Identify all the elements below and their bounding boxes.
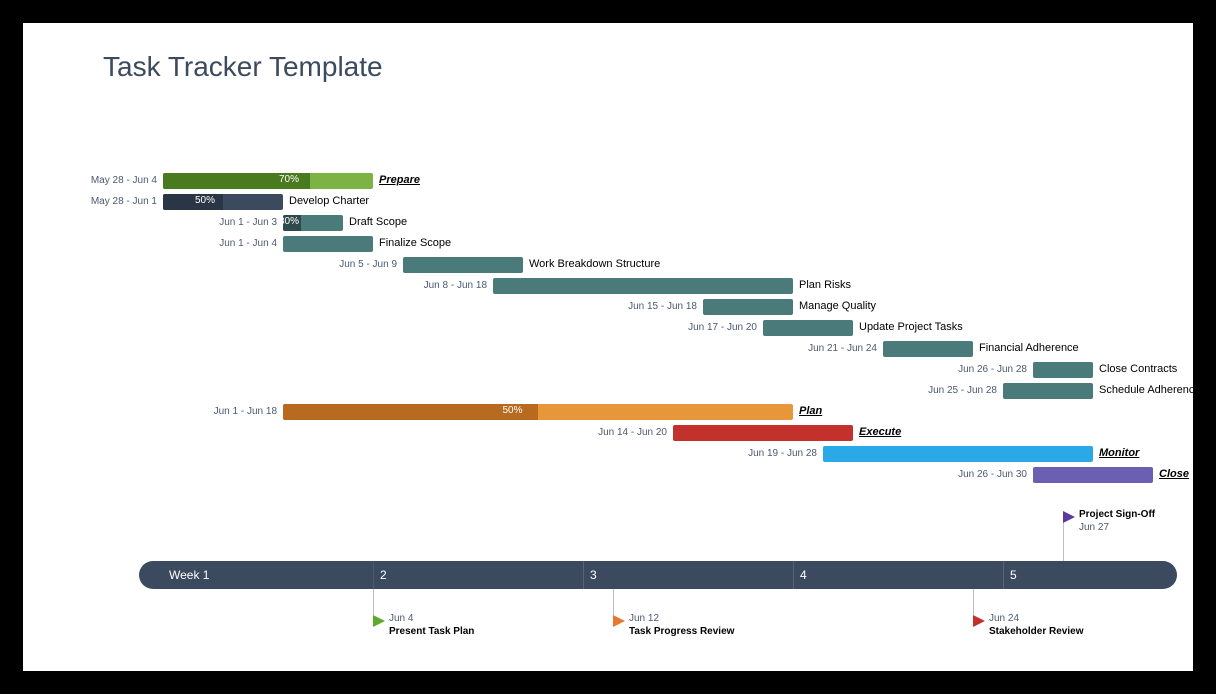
task-label: Work Breakdown Structure xyxy=(529,258,660,270)
task-row: Jun 1 - Jun 18 50% Plan xyxy=(83,404,1138,420)
date-range-label: Jun 17 - Jun 20 xyxy=(688,322,757,333)
task-label: Finalize Scope xyxy=(379,237,451,249)
milestone-name: Project Sign-Off xyxy=(1079,508,1155,521)
task-row: Jun 26 - Jun 28Close Contracts xyxy=(83,362,1138,378)
gantt-chart: May 28 - Jun 4 70% Prepare May 28 - Jun 1 50… xyxy=(83,173,1138,643)
phase-label: Plan xyxy=(799,405,822,417)
phase-label: Execute xyxy=(859,426,901,438)
milestone-line xyxy=(973,561,974,615)
week-tick: 3 xyxy=(583,561,597,589)
date-range-label: Jun 8 - Jun 18 xyxy=(424,280,487,291)
task-row: Jun 26 - Jun 30Close xyxy=(83,467,1138,483)
task-bar[interactable] xyxy=(763,320,853,336)
task-label: Manage Quality xyxy=(799,300,876,312)
task-row: Jun 15 - Jun 18 Manage Quality xyxy=(83,299,1138,315)
gantt-slide: Task Tracker Template May 28 - Jun 4 70% P… xyxy=(23,23,1193,671)
week-tick: Week 1 xyxy=(163,561,209,589)
timeline-axis: Week 1 2 3 4 5 xyxy=(139,561,1177,589)
progress-percent: 30% xyxy=(279,216,299,227)
task-bar[interactable] xyxy=(1003,383,1093,399)
date-range-label: Jun 25 - Jun 28 xyxy=(928,385,997,396)
page-title: Task Tracker Template xyxy=(103,51,1153,83)
phase-label: Monitor xyxy=(1099,447,1139,459)
task-label: Develop Charter xyxy=(289,195,369,207)
milestone-date: Jun 4 xyxy=(389,612,474,625)
progress-percent: 70% xyxy=(279,174,299,185)
milestone-name: Present Task Plan xyxy=(389,625,474,638)
task-row: Jun 19 - Jun 28 Monitor xyxy=(83,446,1138,462)
progress-fill xyxy=(283,404,538,420)
task-row: Jun 5 - Jun 9 Work Breakdown Structure xyxy=(83,257,1138,273)
phase-bar[interactable]: 50% xyxy=(283,404,793,420)
milestone-date: Jun 27 xyxy=(1079,521,1155,534)
milestone-name: Task Progress Review xyxy=(629,625,734,638)
task-row: May 28 - Jun 4 70% Prepare xyxy=(83,173,1138,189)
task-label: Close Contracts xyxy=(1099,363,1177,375)
task-bar[interactable] xyxy=(493,278,793,294)
progress-percent: 50% xyxy=(195,195,215,206)
task-bar[interactable]: 30% xyxy=(283,215,343,231)
milestone-label: Project Sign-OffJun 27 xyxy=(1079,508,1155,534)
task-row: Jun 1 - Jun 4 Finalize Scope xyxy=(83,236,1138,252)
date-range-label: Jun 15 - Jun 18 xyxy=(628,301,697,312)
milestone-label: Jun 12Task Progress Review xyxy=(629,612,734,638)
phase-bar[interactable] xyxy=(673,425,853,441)
task-label: Financial Adherence xyxy=(979,342,1079,354)
date-range-label: Jun 14 - Jun 20 xyxy=(598,427,667,438)
milestone-line xyxy=(1063,523,1064,561)
progress-percent: 50% xyxy=(503,405,523,416)
milestone-label: Jun 4Present Task Plan xyxy=(389,612,474,638)
task-row: May 28 - Jun 1 50% Develop Charter xyxy=(83,194,1138,210)
task-row: Jun 14 - Jun 20 Execute xyxy=(83,425,1138,441)
task-row: Jun 21 - Jun 24 Financial Adherence xyxy=(83,341,1138,357)
week-tick: 2 xyxy=(373,561,387,589)
week-tick: 5 xyxy=(1003,561,1017,589)
phase-bar[interactable]: 70% xyxy=(163,173,373,189)
milestone-date: Jun 12 xyxy=(629,612,734,625)
date-range-label: May 28 - Jun 4 xyxy=(91,175,157,186)
date-range-label: May 28 - Jun 1 xyxy=(91,196,157,207)
task-row: Jun 8 - Jun 18 Plan Risks xyxy=(83,278,1138,294)
task-bar[interactable] xyxy=(1033,362,1093,378)
task-bar[interactable] xyxy=(883,341,973,357)
phase-label: Prepare xyxy=(379,174,420,186)
task-label: Plan Risks xyxy=(799,279,851,291)
date-range-label: Jun 26 - Jun 30 xyxy=(958,469,1027,480)
date-range-label: Jun 1 - Jun 3 xyxy=(219,217,277,228)
milestone-label: Jun 24Stakeholder Review xyxy=(989,612,1083,638)
date-range-label: Jun 5 - Jun 9 xyxy=(339,259,397,270)
task-row: Jun 17 - Jun 20 Update Project Tasks xyxy=(83,320,1138,336)
date-range-label: Jun 1 - Jun 18 xyxy=(214,406,277,417)
task-label: Draft Scope xyxy=(349,216,407,228)
date-range-label: Jun 26 - Jun 28 xyxy=(958,364,1027,375)
task-bar[interactable] xyxy=(403,257,523,273)
task-label: Update Project Tasks xyxy=(859,321,963,333)
date-range-label: Jun 19 - Jun 28 xyxy=(748,448,817,459)
phase-label: Close xyxy=(1159,468,1189,480)
milestone-date: Jun 24 xyxy=(989,612,1083,625)
task-row: Jun 1 - Jun 330%Draft Scope xyxy=(83,215,1138,231)
task-row: Jun 25 - Jun 28Schedule Adherence xyxy=(83,383,1138,399)
week-tick: 4 xyxy=(793,561,807,589)
task-bar[interactable] xyxy=(283,236,373,252)
task-label: Schedule Adherence xyxy=(1099,384,1201,396)
phase-bar[interactable] xyxy=(1033,467,1153,483)
milestone-line xyxy=(373,561,374,615)
phase-bar[interactable] xyxy=(823,446,1093,462)
date-range-label: Jun 1 - Jun 4 xyxy=(219,238,277,249)
milestone-name: Stakeholder Review xyxy=(989,625,1083,638)
milestone-line xyxy=(613,561,614,615)
date-range-label: Jun 21 - Jun 24 xyxy=(808,343,877,354)
task-bar[interactable]: 50% xyxy=(163,194,283,210)
task-bar[interactable] xyxy=(703,299,793,315)
